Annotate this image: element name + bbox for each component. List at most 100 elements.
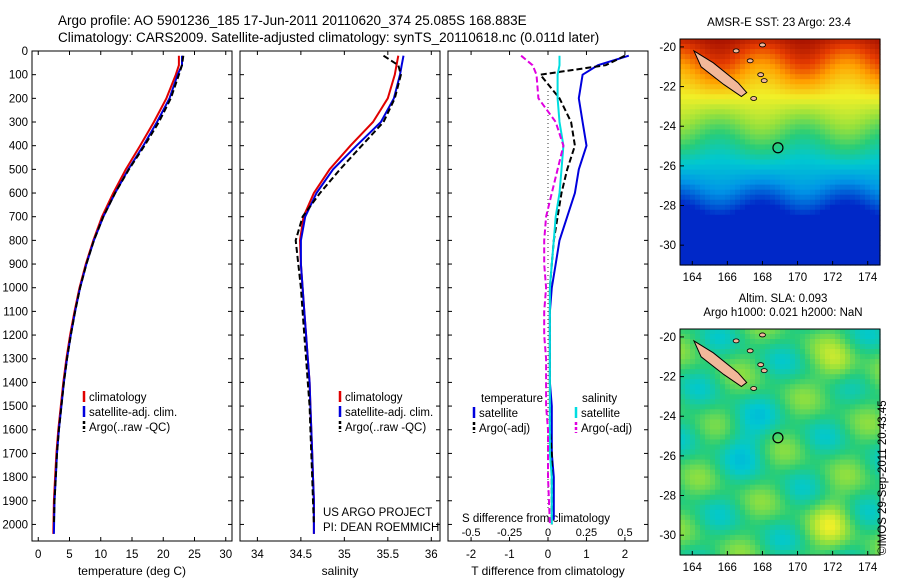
map_sla-heatmap-cell: [790, 414, 796, 420]
map_sst-heatmap-cell: [750, 189, 756, 196]
map_sla-heatmap-cell: [700, 439, 706, 446]
map_sla-heatmap-cell: [865, 479, 871, 486]
map_sla-heatmap-cell: [785, 404, 791, 410]
map_sla-heatmap-cell: [840, 389, 846, 395]
map_sst-heatmap-cell: [695, 259, 701, 266]
map_sla-heatmap-cell: [795, 534, 801, 541]
map_sst-heatmap-cell: [690, 209, 696, 216]
map_sst-heatmap-cell: [790, 84, 796, 90]
map_sla-heatmap-cell: [830, 379, 836, 385]
map_sla-heatmap-cell: [715, 489, 721, 496]
map_sla-heatmap-cell: [695, 534, 701, 541]
map_sst-heatmap-cell: [715, 204, 721, 211]
map_sla-heatmap-cell: [730, 469, 736, 476]
map_sst-heatmap-cell: [705, 89, 711, 95]
map_sla-heatmap-cell: [770, 414, 776, 420]
salinity-xtick-label: 34: [251, 549, 264, 561]
map_sst-heatmap-cell: [805, 99, 811, 105]
map_sla-heatmap-cell: [740, 519, 746, 526]
map_sla-heatmap-cell: [835, 339, 841, 345]
map_sla-heatmap-cell: [865, 439, 871, 446]
map_sst-heatmap-cell: [840, 234, 846, 241]
map_sla-heatmap-cell: [710, 469, 716, 476]
map_sst-heatmap-cell: [780, 209, 786, 216]
map_sla-heatmap-cell: [685, 464, 691, 471]
map_sst-heatmap-cell: [735, 244, 741, 251]
map_sla-lat-tick-label: -30: [659, 530, 676, 542]
map_sst-heatmap-cell: [875, 184, 881, 191]
map_sla-heatmap-cell: [745, 454, 751, 461]
map_sla-heatmap-cell: [825, 409, 831, 415]
map_sla-heatmap-cell: [835, 419, 841, 426]
map_sst-heatmap-cell: [765, 39, 771, 45]
map_sla-heatmap-cell: [855, 349, 861, 355]
map_sla-heatmap-cell: [740, 369, 746, 375]
map_sla-heatmap-cell: [700, 519, 706, 526]
map_sst-heatmap-cell: [805, 169, 811, 176]
map_sla-heatmap-cell: [770, 334, 776, 340]
map_sla-heatmap-cell: [685, 389, 691, 395]
map_sst-heatmap-cell: [770, 174, 776, 181]
map_sst-heatmap-cell: [800, 94, 806, 100]
map_sst-map-frame: [679, 38, 881, 266]
map_sla-heatmap-cell: [755, 454, 761, 461]
map_sla-heatmap-cell: [730, 444, 736, 451]
map_sla-heatmap-cell: [690, 529, 696, 536]
map_sst-heatmap-cell: [845, 114, 851, 120]
map_sst-heatmap-cell: [740, 49, 746, 55]
map_sst-heatmap-cell: [855, 259, 861, 266]
map_sst-heatmap-cell: [840, 154, 846, 161]
map_sst-heatmap-cell: [720, 254, 726, 261]
map_sla-heatmap-cell: [775, 414, 781, 420]
map_sst-heatmap-cell: [685, 239, 691, 246]
map_sla-heatmap-cell: [695, 464, 701, 471]
map_sst-heatmap-cell: [730, 54, 736, 60]
map_sst-heatmap-cell: [860, 164, 866, 171]
map_sst-heatmap-cell: [710, 169, 716, 176]
map_sst-heatmap-cell: [840, 49, 846, 55]
map_sst-heatmap-cell: [770, 194, 776, 201]
map_sst-heatmap-cell: [765, 194, 771, 201]
map_sst-heatmap-cell: [850, 99, 856, 105]
map_sla-heatmap-cell: [730, 429, 736, 436]
map_sst-heatmap-cell: [785, 184, 791, 191]
map_sst-heatmap-cell: [820, 114, 826, 120]
map_sla-heatmap-cell: [875, 524, 881, 531]
map_sla-heatmap-cell: [865, 379, 871, 385]
map_sla-heatmap-cell: [785, 524, 791, 531]
map_sst-heatmap-cell: [865, 194, 871, 201]
map_sla-heatmap-cell: [705, 369, 711, 375]
map_sst-heatmap-cell: [800, 44, 806, 50]
map_sla-heatmap-cell: [785, 549, 791, 556]
map_sst-heatmap-cell: [780, 74, 786, 80]
map_sla-heatmap-cell: [740, 469, 746, 476]
map_sst-heatmap-cell: [760, 39, 766, 45]
map_sst-heatmap-cell: [740, 184, 746, 191]
map_sst-heatmap-cell: [780, 154, 786, 161]
map_sst-heatmap-cell: [870, 84, 876, 90]
map_sla-heatmap-cell: [840, 384, 846, 390]
map_sla-heatmap-cell: [770, 539, 776, 546]
map_sst-heatmap-cell: [840, 224, 846, 231]
map_sst-heatmap-cell: [760, 154, 766, 161]
map_sst-heatmap-cell: [795, 164, 801, 171]
map_sla-heatmap-cell: [850, 414, 856, 420]
map_sst-heatmap-cell: [705, 109, 711, 115]
map_sla-heatmap-cell: [800, 389, 806, 395]
map_sst-heatmap-cell: [735, 239, 741, 246]
map_sla-heatmap-cell: [740, 344, 746, 350]
map_sst-heatmap-cell: [705, 204, 711, 211]
map_sla-heatmap-cell: [705, 364, 711, 370]
map_sla-heatmap-cell: [695, 359, 701, 365]
map_sla-heatmap-cell: [835, 479, 841, 486]
map_sst-heatmap-cell: [750, 214, 756, 221]
map_sla-heatmap-cell: [740, 489, 746, 496]
map_sst-heatmap-cell: [730, 129, 736, 136]
map_sla-heatmap-cell: [735, 349, 741, 355]
map_sla-heatmap-cell: [705, 409, 711, 415]
map_sst-heatmap-cell: [855, 124, 861, 130]
map_sla-heatmap-cell: [690, 489, 696, 496]
map_sla-heatmap-cell: [715, 329, 721, 335]
map_sst-heatmap-cell: [730, 39, 736, 45]
map_sst-heatmap-cell: [740, 119, 746, 125]
